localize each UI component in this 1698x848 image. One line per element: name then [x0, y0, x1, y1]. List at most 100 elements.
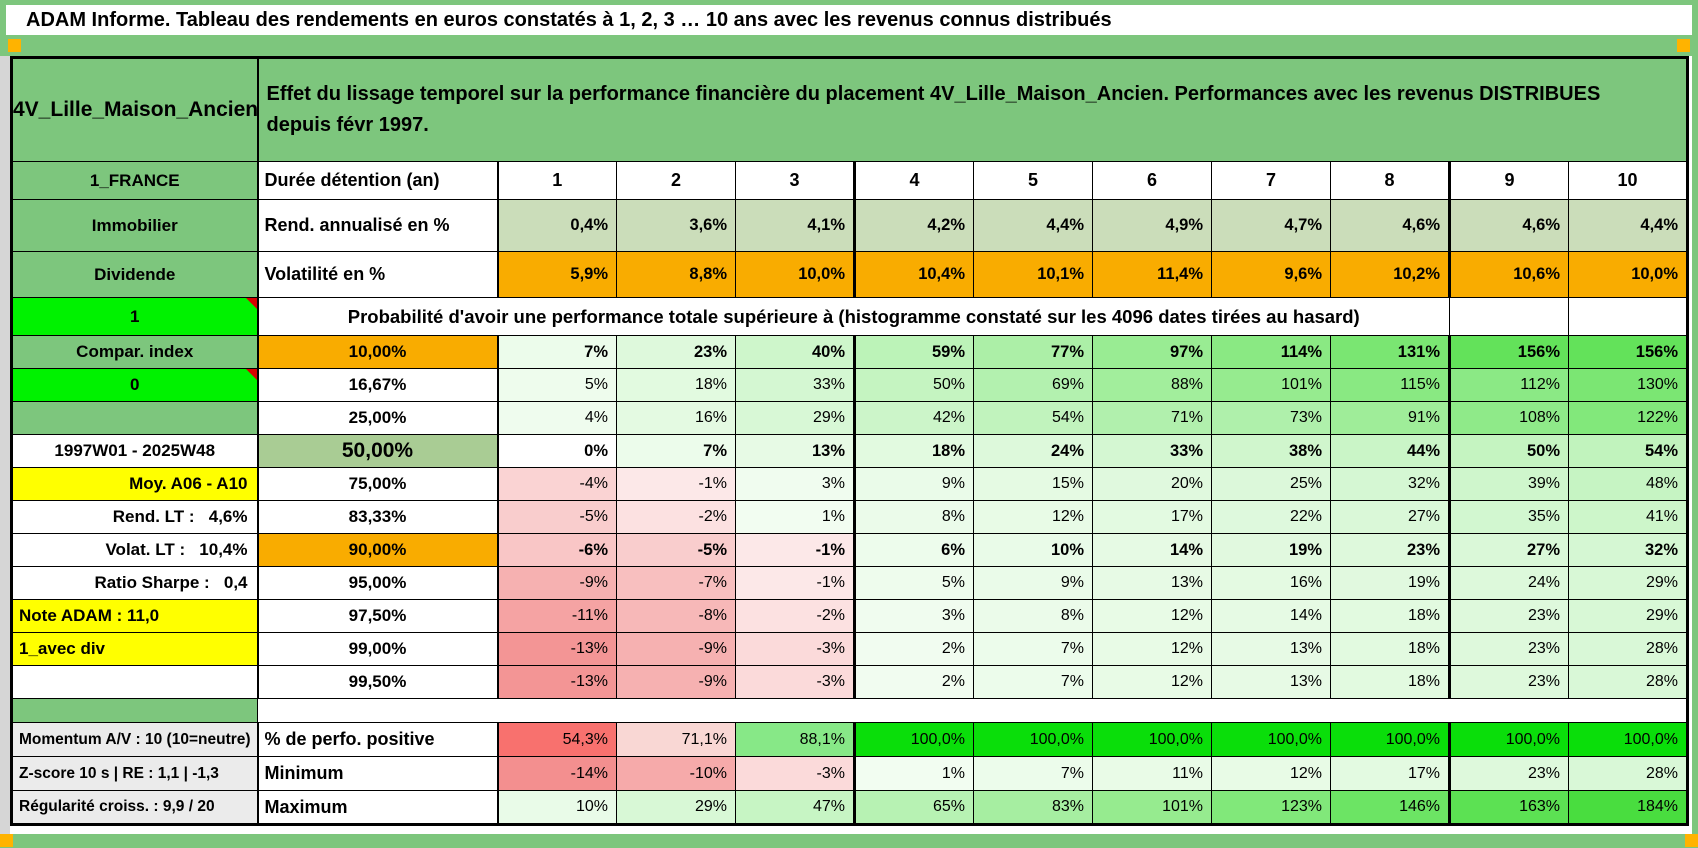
value-cell[interactable]: 4,4% [973, 199, 1093, 252]
value-cell[interactable]: 23% [1330, 533, 1451, 567]
value-cell[interactable]: 2 [616, 161, 736, 200]
value-cell[interactable]: 28% [1568, 756, 1688, 791]
threshold-cell[interactable]: 10,00% [257, 335, 499, 369]
value-cell[interactable]: 4,6% [1449, 199, 1569, 252]
value-cell[interactable]: 71,1% [616, 722, 736, 757]
value-cell[interactable]: 4,2% [854, 199, 974, 252]
value-cell[interactable]: 1% [854, 756, 974, 791]
row-header-cell[interactable]: % de perfo. positive [257, 722, 499, 757]
value-cell[interactable]: 3% [854, 599, 974, 633]
value-cell[interactable]: 7% [497, 335, 617, 369]
value-cell[interactable]: 9 [1449, 161, 1569, 200]
value-cell[interactable]: 13% [735, 434, 856, 468]
value-cell[interactable]: 29% [616, 790, 736, 825]
value-cell[interactable]: 9% [854, 467, 974, 501]
value-cell[interactable]: 54% [1568, 434, 1688, 468]
value-cell[interactable]: 10,4% [854, 251, 974, 298]
value-cell[interactable]: 88% [1092, 368, 1212, 402]
value-cell[interactable]: 50% [854, 368, 974, 402]
value-cell[interactable]: 101% [1092, 790, 1212, 825]
value-cell[interactable]: 88,1% [735, 722, 856, 757]
value-cell[interactable]: 69% [973, 368, 1093, 402]
value-cell[interactable]: 7% [973, 756, 1093, 791]
value-cell[interactable]: 18% [616, 368, 736, 402]
value-cell[interactable]: 32% [1330, 467, 1451, 501]
row-label[interactable]: Z-score 10 s | RE : 1,1 | -1,3 [11, 756, 259, 791]
value-cell[interactable]: 100,0% [973, 722, 1093, 757]
value-cell[interactable]: 163% [1449, 790, 1569, 825]
value-cell[interactable]: 3 [735, 161, 856, 200]
value-cell[interactable]: -6% [497, 533, 617, 567]
value-cell[interactable]: -13% [497, 665, 617, 699]
value-cell[interactable]: 8% [854, 500, 974, 534]
row-label[interactable]: Dividende [11, 251, 259, 298]
value-cell[interactable]: 19% [1211, 533, 1331, 567]
value-cell[interactable]: 40% [735, 335, 856, 369]
value-cell[interactable]: 25% [1211, 467, 1331, 501]
value-cell[interactable]: 47% [735, 790, 856, 825]
value-cell[interactable]: 131% [1330, 335, 1451, 369]
value-cell[interactable]: 15% [973, 467, 1093, 501]
value-cell[interactable]: -5% [616, 533, 736, 567]
empty-cell[interactable] [1449, 297, 1569, 336]
value-cell[interactable]: 7 [1211, 161, 1331, 200]
value-cell[interactable]: -11% [497, 599, 617, 633]
threshold-cell[interactable]: 95,00% [257, 566, 499, 600]
value-cell[interactable]: 27% [1330, 500, 1451, 534]
asset-name-cell[interactable]: 4V_Lille_Maison_Ancien [11, 57, 259, 162]
value-cell[interactable]: 48% [1568, 467, 1688, 501]
value-cell[interactable]: 23% [1449, 599, 1569, 633]
value-cell[interactable]: 14% [1211, 599, 1331, 633]
value-cell[interactable]: 23% [1449, 665, 1569, 699]
row-header-cell[interactable]: Maximum [257, 790, 499, 825]
row-header-cell[interactable]: Volatilité en % [257, 251, 499, 298]
value-cell[interactable]: 4,1% [735, 199, 856, 252]
value-cell[interactable]: -4% [497, 467, 617, 501]
value-cell[interactable]: 112% [1449, 368, 1569, 402]
value-cell[interactable]: 10,6% [1449, 251, 1569, 298]
value-cell[interactable]: 0,4% [497, 199, 617, 252]
value-cell[interactable]: -3% [735, 665, 856, 699]
value-cell[interactable]: 6 [1092, 161, 1212, 200]
value-cell[interactable]: 33% [1092, 434, 1212, 468]
value-cell[interactable]: 4,6% [1330, 199, 1451, 252]
value-cell[interactable]: 184% [1568, 790, 1688, 825]
value-cell[interactable]: 65% [854, 790, 974, 825]
value-cell[interactable]: 13% [1092, 566, 1212, 600]
empty-cell[interactable] [1568, 297, 1688, 336]
value-cell[interactable]: 11% [1092, 756, 1212, 791]
value-cell[interactable]: -3% [735, 756, 856, 791]
value-cell[interactable]: 54,3% [497, 722, 617, 757]
value-cell[interactable]: -9% [616, 632, 736, 666]
row-label[interactable] [11, 401, 259, 435]
value-cell[interactable]: 91% [1330, 401, 1451, 435]
value-cell[interactable]: 23% [616, 335, 736, 369]
value-cell[interactable]: 8,8% [616, 251, 736, 298]
value-cell[interactable]: 100,0% [1211, 722, 1331, 757]
value-cell[interactable]: 4% [497, 401, 617, 435]
value-cell[interactable]: 6% [854, 533, 974, 567]
value-cell[interactable]: 23% [1449, 632, 1569, 666]
value-cell[interactable]: 7% [616, 434, 736, 468]
value-cell[interactable]: 11,4% [1092, 251, 1212, 298]
value-cell[interactable]: 12% [1092, 632, 1212, 666]
value-cell[interactable]: 10% [973, 533, 1093, 567]
value-cell[interactable]: 41% [1568, 500, 1688, 534]
row-header-cell[interactable]: Minimum [257, 756, 499, 791]
value-cell[interactable]: 5 [973, 161, 1093, 200]
value-cell[interactable]: 59% [854, 335, 974, 369]
value-cell[interactable]: 2% [854, 665, 974, 699]
value-cell[interactable]: 5,9% [497, 251, 617, 298]
value-cell[interactable]: 18% [1330, 599, 1451, 633]
value-cell[interactable]: -2% [616, 500, 736, 534]
value-cell[interactable]: 10,0% [735, 251, 856, 298]
value-cell[interactable]: 27% [1449, 533, 1569, 567]
value-cell[interactable]: 4,7% [1211, 199, 1331, 252]
value-cell[interactable]: 18% [1330, 665, 1451, 699]
row-label[interactable]: Volat. LT : 10,4% [11, 533, 259, 567]
value-cell[interactable]: -1% [735, 566, 856, 600]
row-header-cell[interactable]: Rend. annualisé en % [257, 199, 499, 252]
value-cell[interactable]: 50% [1449, 434, 1569, 468]
value-cell[interactable]: 38% [1211, 434, 1331, 468]
value-cell[interactable]: 8 [1330, 161, 1451, 200]
